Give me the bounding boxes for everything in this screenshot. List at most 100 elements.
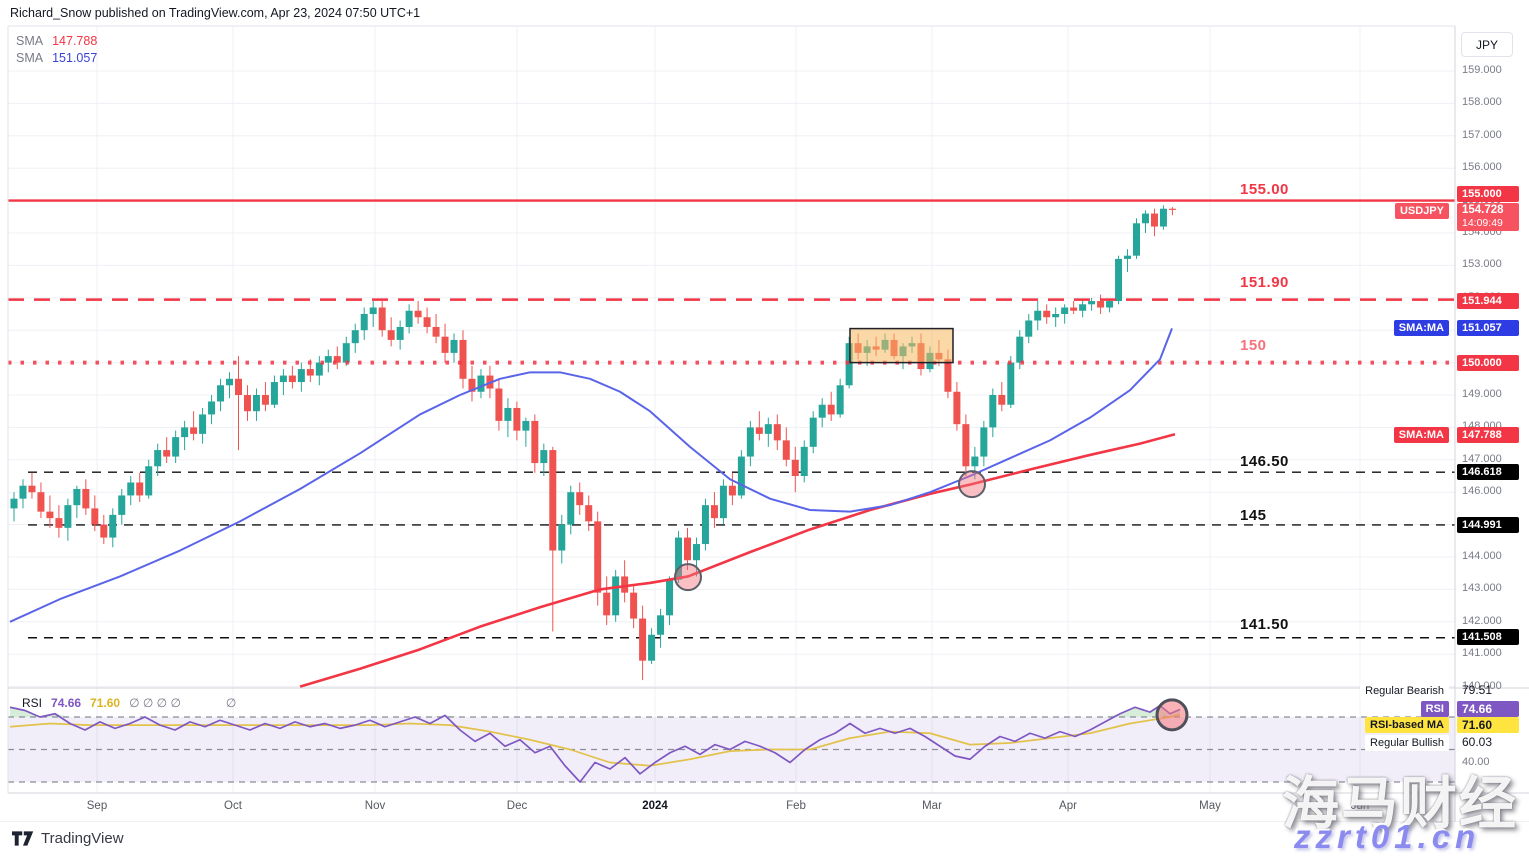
publish-title: Richard_Snow published on TradingView.co… bbox=[10, 6, 421, 20]
candle-body bbox=[477, 375, 485, 392]
candle-body bbox=[235, 378, 242, 395]
candle-body bbox=[701, 505, 709, 545]
rsi-name: RSI bbox=[22, 696, 43, 710]
candle-body bbox=[396, 326, 404, 340]
candle-body bbox=[531, 420, 539, 464]
candle-body bbox=[719, 485, 727, 519]
candle-body bbox=[621, 576, 629, 593]
candle-body bbox=[980, 427, 988, 457]
candle-body bbox=[172, 437, 180, 457]
candle-body bbox=[73, 488, 81, 506]
time-axis-label[interactable]: Oct bbox=[224, 800, 242, 812]
candle-body bbox=[504, 407, 512, 421]
candle-body bbox=[953, 391, 961, 425]
level-caption: 155.00 bbox=[1240, 181, 1289, 198]
time-axis-label[interactable]: Feb bbox=[786, 800, 806, 812]
candle-body bbox=[279, 375, 287, 383]
candle-body bbox=[333, 356, 341, 363]
consolidation-box bbox=[849, 327, 954, 364]
sma-label: SMA bbox=[16, 51, 44, 65]
sma-fast-legend-row[interactable]: SMA 151.057 bbox=[16, 50, 97, 67]
candle-body bbox=[710, 505, 718, 519]
price-axis-tick: 159.000 bbox=[1462, 64, 1502, 76]
indicator-legend[interactable]: SMA 147.788 SMA 151.057 bbox=[16, 33, 97, 67]
price-axis-tick: 149.000 bbox=[1462, 388, 1502, 400]
rsi-axis-prefix: RSI-based MA bbox=[1365, 717, 1449, 733]
candle-body bbox=[324, 356, 332, 363]
candle-body bbox=[190, 427, 198, 434]
candle-body bbox=[1168, 208, 1176, 210]
sma-fast-value: 151.057 bbox=[52, 51, 98, 65]
time-axis-label[interactable]: Sep bbox=[86, 800, 108, 812]
rsi-axis-value: 71.60 bbox=[1457, 717, 1519, 733]
time-axis-label[interactable]: Mar bbox=[922, 800, 942, 812]
sma-slow-value: 147.788 bbox=[52, 34, 98, 48]
time-axis-label[interactable]: May bbox=[1199, 800, 1221, 812]
watermark-url: zzrt01.cn bbox=[1294, 818, 1481, 855]
currency-toggle-button[interactable]: JPY bbox=[1461, 32, 1513, 57]
price-axis-tag: 144.991 bbox=[1457, 517, 1519, 533]
time-axis-label[interactable]: Jun bbox=[1350, 800, 1370, 812]
candle-body bbox=[217, 385, 225, 402]
tradingview-attribution[interactable]: TradingView bbox=[12, 830, 124, 847]
sma-slow-legend-row[interactable]: SMA 147.788 bbox=[16, 33, 97, 50]
candle-body bbox=[558, 524, 566, 551]
candle-body bbox=[549, 450, 557, 551]
price-axis-tick: 147.000 bbox=[1462, 452, 1502, 465]
tradingview-attribution-text: TradingView bbox=[41, 830, 124, 847]
candle-body bbox=[261, 395, 269, 405]
candle-body bbox=[1052, 314, 1060, 318]
candle-body bbox=[342, 343, 350, 363]
candle-body bbox=[594, 521, 602, 593]
candle-body bbox=[684, 537, 691, 561]
candle-body bbox=[782, 440, 790, 460]
candle-body bbox=[297, 369, 305, 383]
price-axis-tag: 147.788 bbox=[1457, 427, 1519, 443]
rsi-axis-value: 60.03 bbox=[1462, 735, 1493, 749]
rsi-axis-prefix: RSI bbox=[1420, 701, 1449, 717]
time-axis-label[interactable]: Dec bbox=[506, 800, 528, 812]
sma-touch-circle bbox=[958, 470, 986, 499]
axis-tag-prefix: SMA:MA bbox=[1393, 320, 1449, 336]
price-axis-tick: 140.000 bbox=[1462, 679, 1502, 692]
rsi-axis-tick: 40.00 bbox=[1462, 756, 1490, 768]
candle-body bbox=[181, 427, 189, 438]
rsi-ma-value: 71.60 bbox=[90, 696, 121, 710]
candle-body bbox=[1115, 258, 1123, 302]
sma-label: SMA bbox=[16, 34, 44, 48]
candle-body bbox=[423, 317, 431, 327]
time-axis-label[interactable]: Nov bbox=[364, 800, 386, 812]
price-axis-tag: 150.000 bbox=[1457, 355, 1519, 371]
price-axis-tag: 151.057 bbox=[1457, 320, 1519, 336]
candle-body bbox=[692, 544, 700, 561]
price-axis-tick: 142.000 bbox=[1462, 614, 1502, 627]
candle-body bbox=[944, 359, 952, 392]
candle-body bbox=[800, 446, 808, 476]
candle-body bbox=[764, 424, 772, 434]
candle-body bbox=[962, 424, 970, 467]
candle-body bbox=[989, 395, 997, 428]
watermark-text: 海马财经 bbox=[1282, 772, 1518, 836]
candle-body bbox=[118, 495, 126, 515]
rsi-axis-prefix: Regular Bullish bbox=[1365, 735, 1449, 751]
candle-body bbox=[28, 485, 36, 493]
chart-canvas[interactable] bbox=[0, 0, 1529, 822]
candle-body bbox=[82, 488, 90, 509]
rsi-legend[interactable]: RSI 74.66 71.60 ∅ ∅ ∅ ∅ ∅ bbox=[22, 696, 245, 710]
candle-body bbox=[360, 314, 368, 331]
candle-body bbox=[432, 326, 440, 337]
time-axis-label[interactable]: 2024 bbox=[642, 800, 668, 812]
candle-body bbox=[1150, 213, 1158, 227]
candle-body bbox=[1159, 208, 1167, 227]
time-axis-label[interactable]: Apr bbox=[1059, 800, 1077, 812]
candle-body bbox=[522, 420, 530, 431]
candle-body bbox=[378, 307, 386, 331]
candle-body bbox=[773, 424, 781, 441]
axis-tag-prefix: SMA:MA bbox=[1393, 427, 1449, 443]
candle-body bbox=[91, 508, 99, 525]
candle-body bbox=[369, 307, 377, 314]
candle-body bbox=[288, 375, 296, 383]
candle-body bbox=[55, 518, 63, 528]
candle-body bbox=[1124, 255, 1132, 259]
price-axis-tag: 141.508 bbox=[1457, 629, 1519, 645]
